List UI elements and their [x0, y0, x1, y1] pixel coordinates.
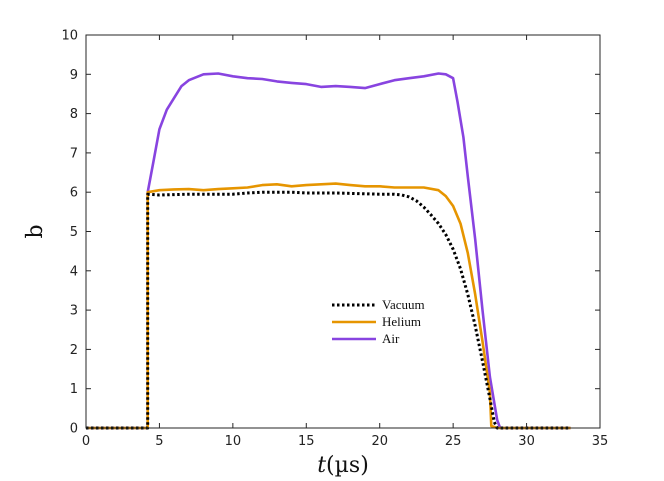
- y-tick-label: 3: [70, 304, 78, 319]
- y-tick-label: 0: [70, 422, 78, 437]
- x-axis-label-unit: (µs): [326, 453, 369, 478]
- y-tick-label: 8: [70, 107, 78, 122]
- y-tick-label: 1: [70, 382, 78, 397]
- x-tick-label: 35: [592, 434, 609, 449]
- x-tick-label: 0: [82, 434, 90, 449]
- x-tick-label: 10: [225, 434, 242, 449]
- x-tick-label: 5: [155, 434, 163, 449]
- ticks-layer: 0 5 10 15 20 25 30 35 0 1 2 3 4 5 6 7 8 9 10: [61, 29, 608, 450]
- y-tick-label: 10: [61, 29, 78, 44]
- plot-frame: [85, 34, 601, 429]
- x-tick-label: 30: [518, 434, 535, 449]
- y-tick-label: 9: [70, 68, 78, 83]
- legend-label-vacuum: Vacuum: [382, 297, 425, 312]
- x-tick-label: 20: [371, 434, 388, 449]
- y-axis-label: b: [23, 224, 48, 238]
- y-tick-label: 6: [70, 186, 78, 201]
- legend-label-air: Air: [382, 331, 400, 346]
- series-line-vacuum: [86, 190, 571, 430]
- x-tick-label: 15: [298, 434, 315, 449]
- series-layer: [86, 72, 571, 430]
- y-tick-label: 5: [70, 225, 78, 240]
- x-tick-label: 25: [445, 434, 462, 449]
- y-tick-label: 2: [70, 343, 78, 358]
- legend: Vacuum Helium Air: [332, 297, 425, 346]
- series-line-air: [86, 72, 571, 430]
- legend-label-helium: Helium: [382, 314, 421, 329]
- y-tick-label: 4: [70, 264, 78, 279]
- y-tick-label: 7: [70, 146, 78, 161]
- x-axis-label-var: t: [317, 453, 326, 478]
- series-line-helium: [86, 182, 571, 430]
- x-axis-label: t(µs): [317, 453, 369, 478]
